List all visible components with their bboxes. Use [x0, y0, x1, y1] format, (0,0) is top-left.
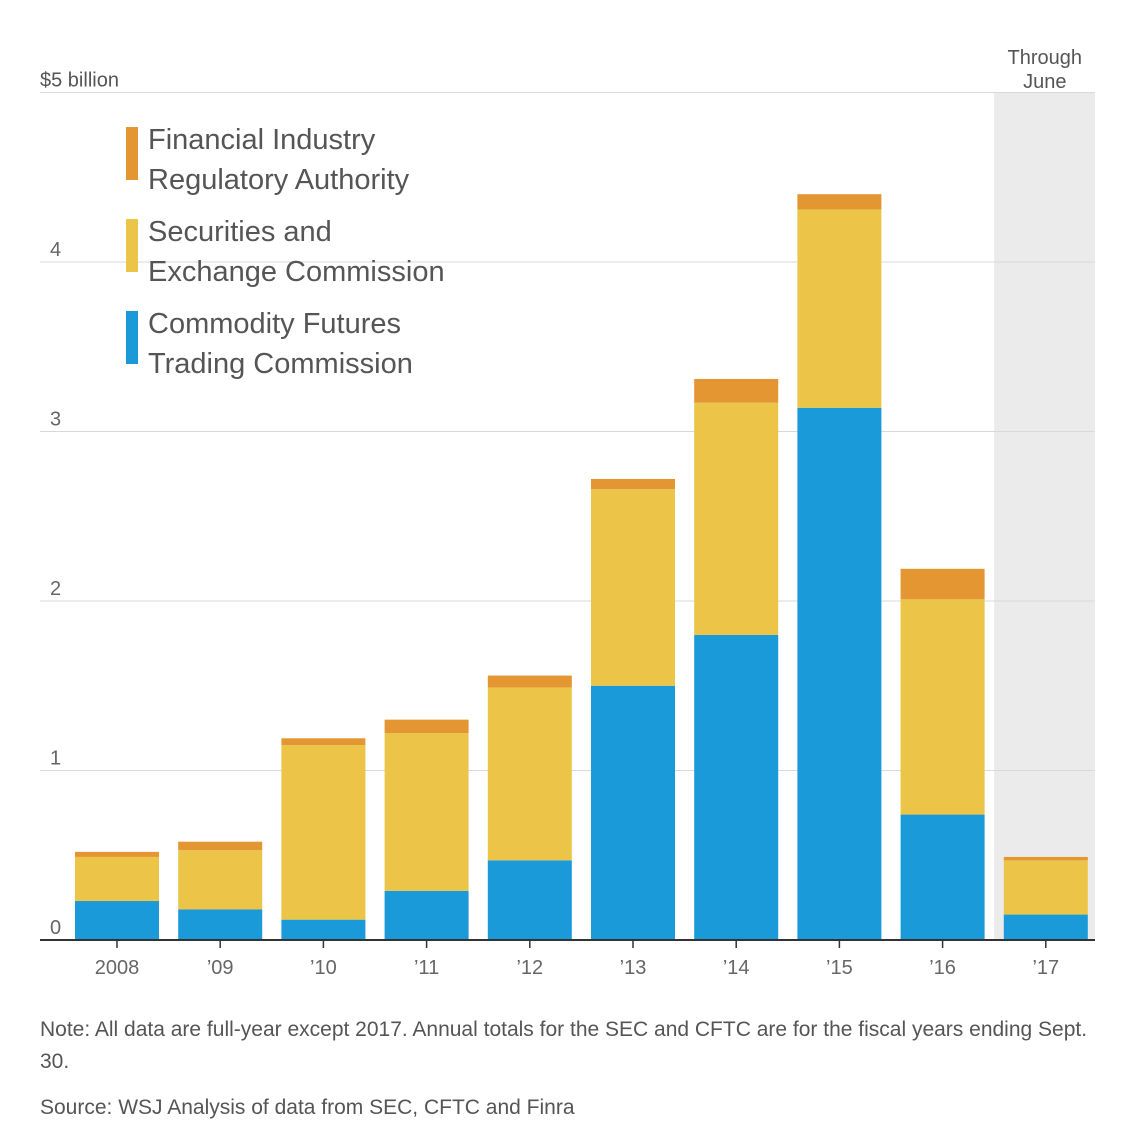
x-axis: 2008 ’09 ’10 ’11 ’12 ’13 ’14 ’15 ’16 ’17 [40, 939, 1095, 979]
bar-segment [1003, 860, 1088, 915]
bar-segment [900, 599, 985, 815]
x-tick-label: 2008 [95, 957, 140, 979]
y-tick-label: 1 [50, 748, 61, 770]
legend-label-line: Securities and [148, 216, 332, 248]
bar-segment [487, 675, 572, 688]
bar-segment [1003, 914, 1088, 940]
bar-segment [797, 194, 882, 210]
y-tick-label: 3 [50, 409, 61, 431]
bar-segment [591, 478, 675, 490]
bar-segment [900, 814, 985, 940]
bar-segment [178, 909, 263, 940]
legend-swatch [126, 219, 138, 272]
y-axis-unit-label: $5 billion [40, 70, 119, 92]
partial-year-label-line: June [1023, 71, 1066, 93]
y-tick-label: 4 [50, 239, 61, 261]
y-axis: 0 1 2 3 4 $5 billion [40, 70, 119, 940]
bar-segment [591, 685, 675, 940]
x-tick-label: ’11 [414, 957, 439, 979]
bar-segment [281, 745, 366, 920]
bar-segment [591, 489, 675, 686]
legend-label-line: Trading Commission [148, 348, 413, 380]
legend-label-line: Exchange Commission [148, 256, 445, 288]
bar-segment [1003, 856, 1088, 861]
legend-swatch [126, 127, 138, 180]
y-tick-label: 0 [50, 917, 61, 939]
x-tick-label: ’17 [1032, 957, 1059, 979]
chart-source: Source: WSJ Analysis of data from SEC, C… [40, 1096, 575, 1119]
bar-segment [281, 738, 366, 746]
legend: Financial Industry Regulatory Authority Se… [126, 124, 445, 380]
bar-segment [900, 568, 985, 600]
bar-segment [384, 733, 469, 891]
x-tick-label: ’09 [207, 957, 234, 979]
x-tick-label: ’14 [723, 957, 750, 979]
bar-segment [797, 407, 882, 940]
bar-segment [384, 890, 469, 940]
legend-label-line: Financial Industry [148, 124, 376, 156]
x-tick-label: ’15 [826, 957, 853, 979]
bar-segment [75, 901, 159, 940]
x-tick-label: ’16 [929, 957, 956, 979]
bar-segment [694, 402, 779, 635]
legend-label-line: Regulatory Authority [148, 164, 410, 196]
partial-year-shade [994, 92, 1095, 940]
bar-segment [178, 841, 263, 851]
partial-year-label-line: Through [1008, 47, 1083, 69]
bar-stacks [75, 194, 1088, 940]
chart-note: Note: All data are full-year except 2017… [40, 1018, 1088, 1073]
legend-label-line: Commodity Futures [148, 308, 401, 340]
bar-segment [384, 719, 469, 734]
x-tick-label: ’13 [620, 957, 647, 979]
bar-segment [487, 860, 572, 940]
bar-segment [487, 687, 572, 861]
bar-segment [797, 209, 882, 408]
bar-segment [694, 634, 779, 940]
legend-swatch [126, 311, 138, 364]
bar-segment [281, 919, 366, 940]
x-tick-label: ’12 [516, 957, 543, 979]
bar-segment [75, 856, 159, 902]
x-tick-label: ’10 [310, 957, 337, 979]
bar-segment [75, 851, 159, 857]
bar-segment [694, 378, 779, 403]
y-tick-label: 2 [50, 578, 61, 600]
bar-segment [178, 850, 263, 910]
